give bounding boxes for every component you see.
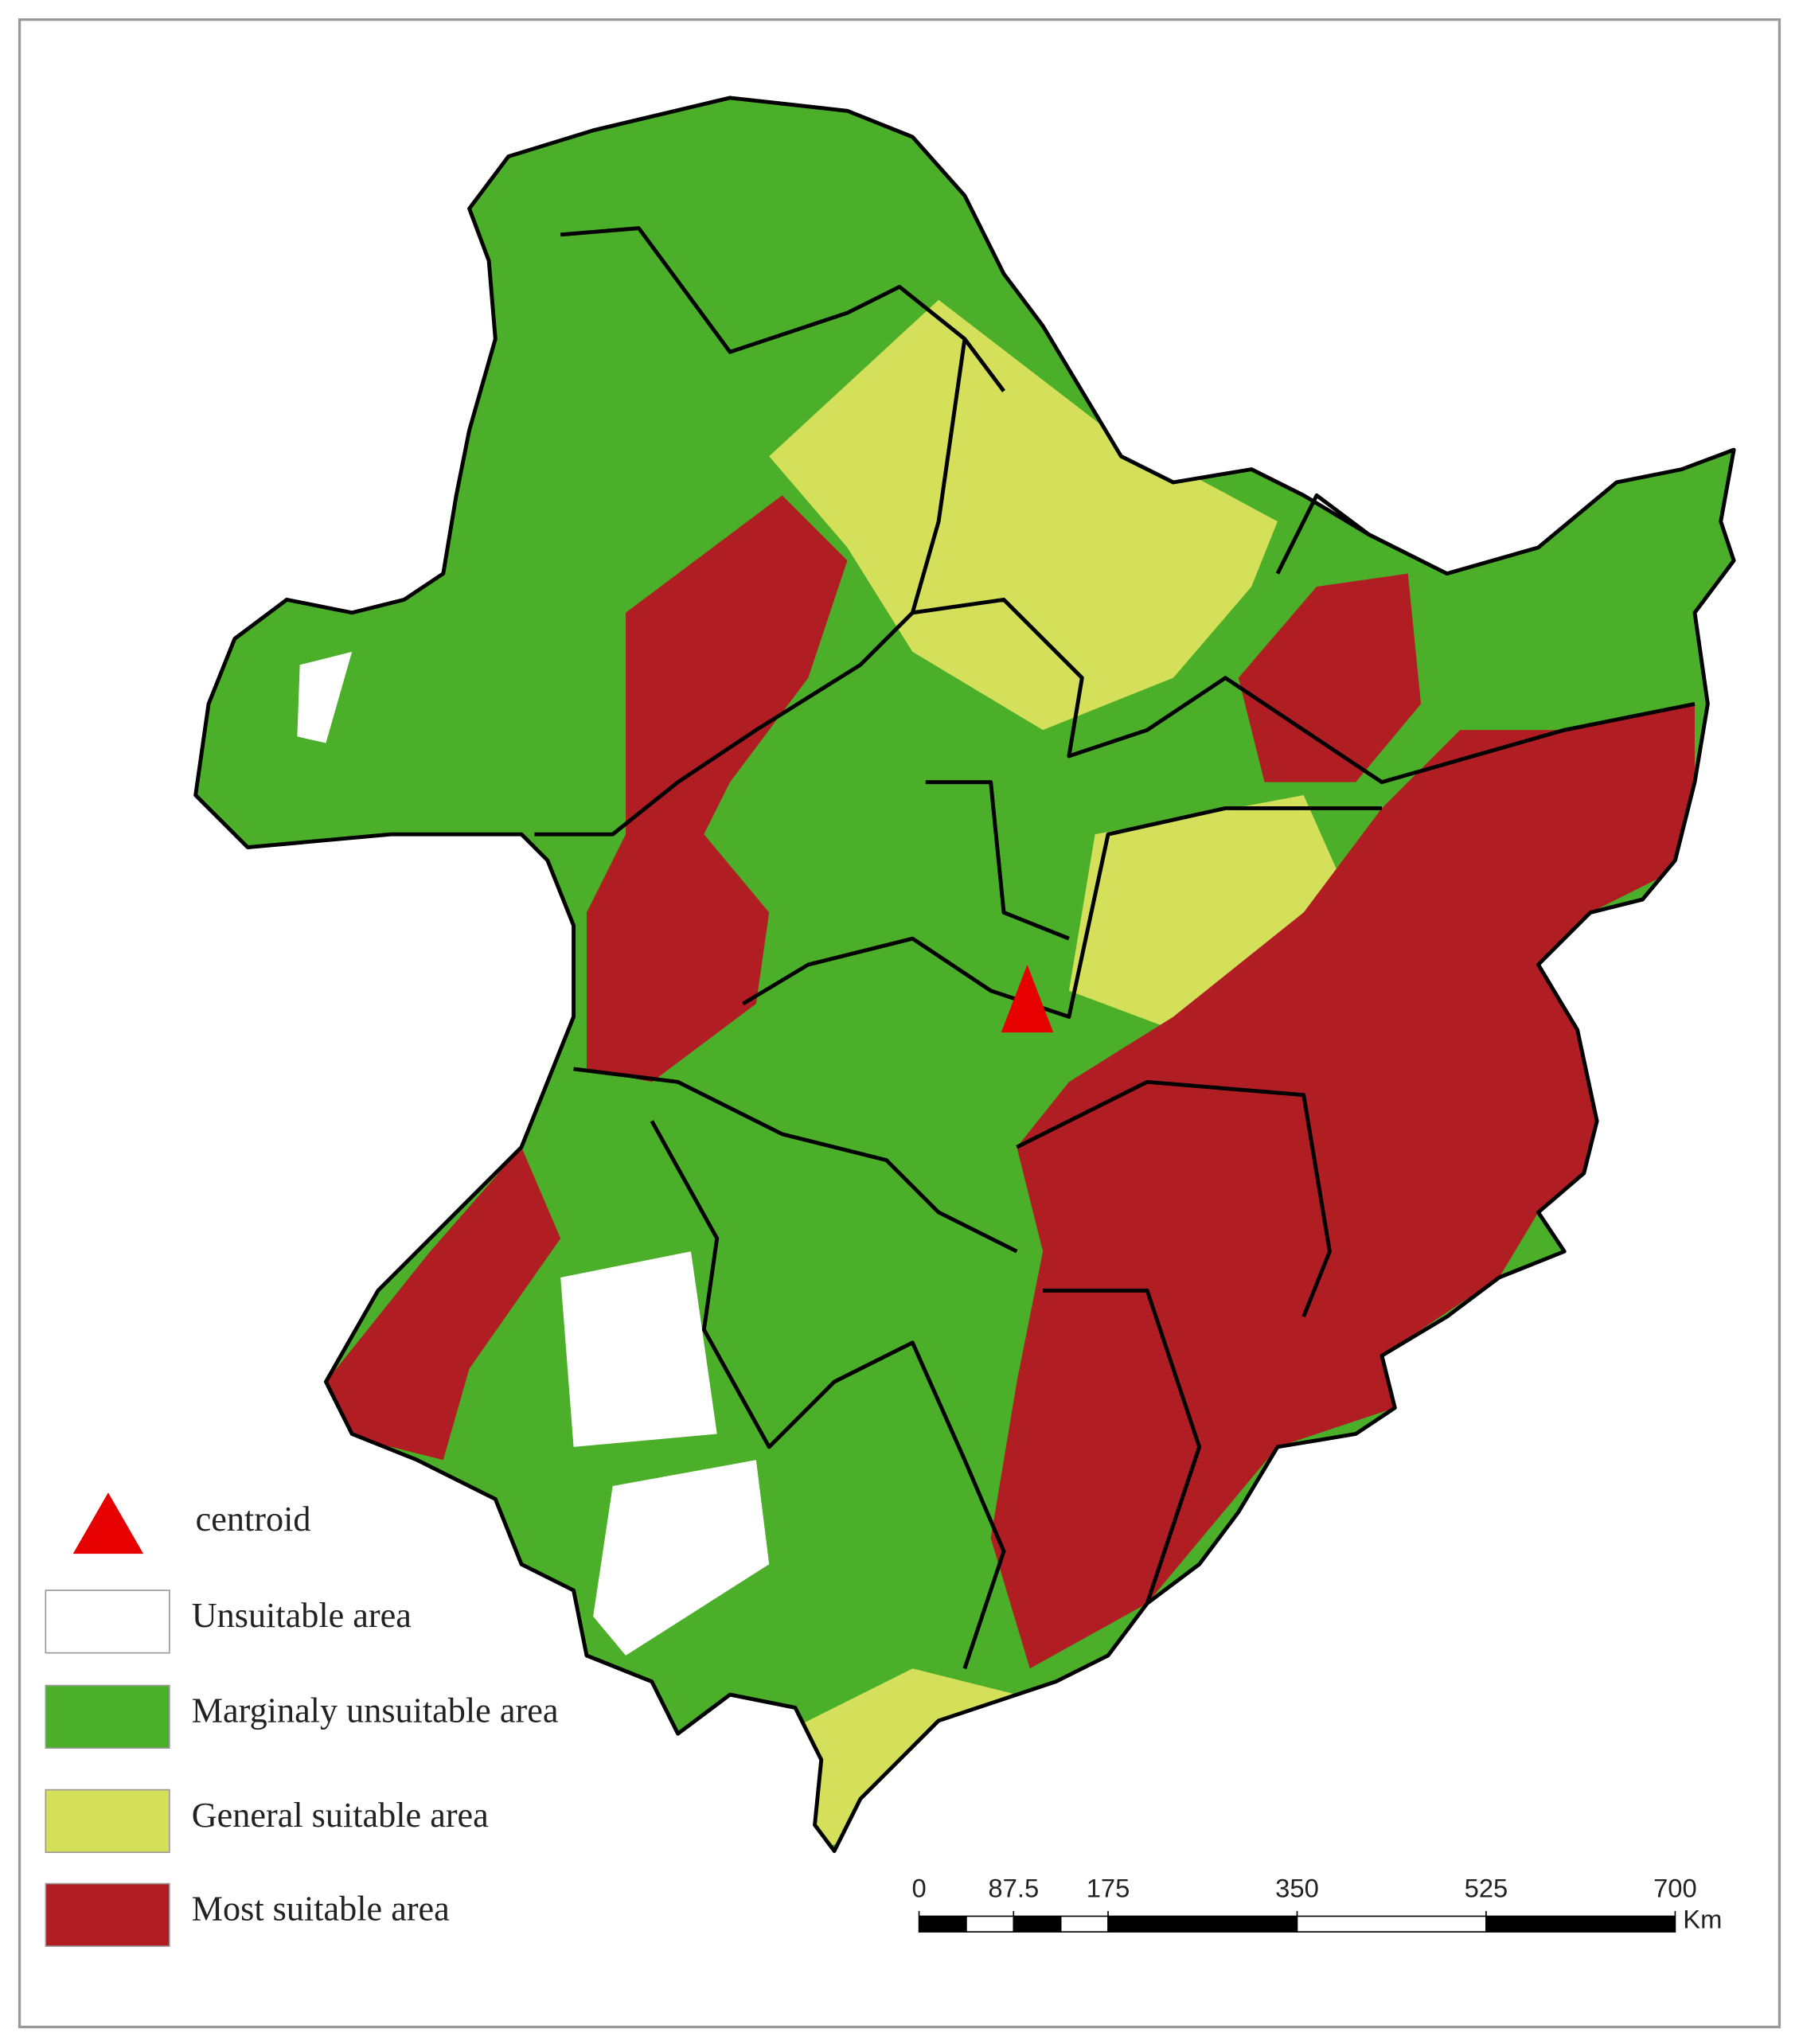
legend-swatch (45, 1684, 170, 1749)
legend-label: Marginaly unsuitable area (192, 1691, 559, 1730)
admin-border (650, 1120, 1006, 1670)
scale-segment (1059, 1915, 1109, 1933)
most-suitable-zone (1238, 573, 1422, 782)
admin-border (912, 597, 1696, 785)
most-suitable-zone (326, 1147, 561, 1461)
legend-swatch (45, 1590, 170, 1654)
scale-segment (1485, 1915, 1676, 1933)
admin-border (1275, 493, 1371, 575)
legend-label: Unsuitable area (192, 1596, 412, 1635)
centroid-marker (1001, 964, 1054, 1033)
scale-tick-label: 350 (1275, 1873, 1319, 1902)
scale-tick-label: 525 (1465, 1873, 1508, 1902)
legend-label: General suitable area (192, 1796, 489, 1835)
scale-segment (918, 1915, 967, 1933)
admin-border (1043, 1288, 1202, 1605)
legend-swatch (45, 1788, 170, 1854)
legend-label: centroid (196, 1500, 311, 1539)
scale-tick-label: 0 (911, 1873, 926, 1902)
scale-segment (1296, 1915, 1487, 1933)
most-suitable-zone (586, 495, 848, 1082)
legend: centroid Unsuitable area Marginaly unsuit… (45, 1492, 559, 1947)
scale-unit: Km (1683, 1905, 1722, 1934)
scale-tick-label: 87.5 (988, 1873, 1039, 1902)
scale-segment (966, 1915, 1015, 1933)
scale-segment (1107, 1915, 1298, 1933)
unsuitable-zone (593, 1460, 770, 1656)
general-zone (769, 299, 1278, 731)
admin-border (1016, 1079, 1332, 1318)
admin-border (925, 780, 1070, 941)
scale-tick-label: 175 (1087, 1873, 1130, 1902)
scale-tick-label: 700 (1653, 1873, 1697, 1902)
admin-borders (534, 226, 1696, 1670)
legend-label: Most suitable area (192, 1890, 450, 1929)
general-zone (1068, 795, 1356, 1030)
legend-swatch (45, 1882, 170, 1947)
most-suitable-zone (990, 704, 1695, 1669)
legend-centroid-symbol (72, 1492, 144, 1554)
admin-border (534, 338, 967, 837)
scale-segment (1013, 1915, 1062, 1933)
admin-border (573, 1067, 1018, 1254)
scale-bar: 0 87.5 175 350 525 700 Km (911, 1873, 1722, 1933)
unsuitable-zone (560, 1251, 717, 1447)
unsuitable-zone (297, 651, 353, 743)
